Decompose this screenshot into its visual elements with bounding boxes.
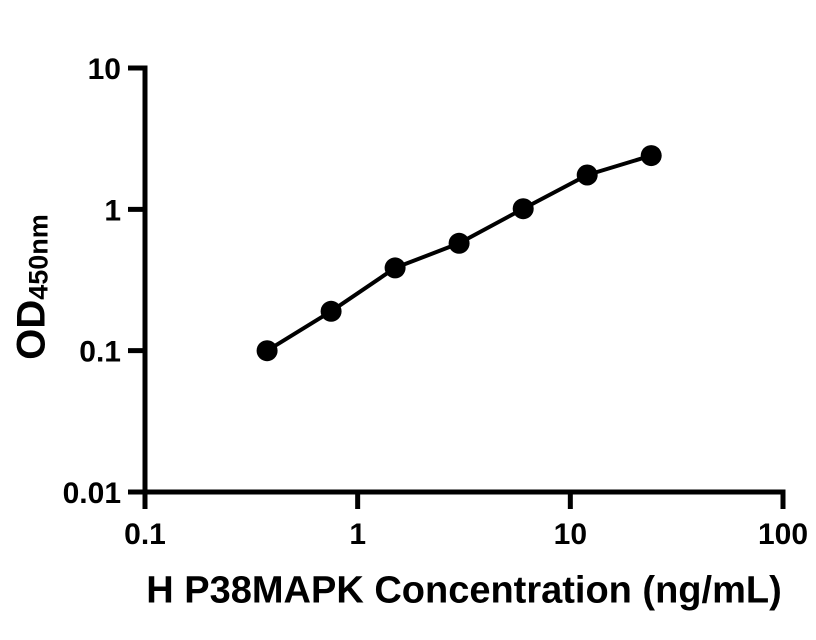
- data-point-marker: [576, 164, 598, 186]
- x-axis-tick-label: 1: [349, 518, 366, 551]
- data-point-marker: [320, 300, 342, 322]
- data-point-marker: [256, 340, 278, 362]
- x-axis-tick-label: 100: [758, 518, 808, 551]
- y-axis-title-subscript: 450nm: [23, 214, 54, 300]
- y-axis-tick-label: 0.01: [63, 477, 121, 510]
- x-axis-title: H P38MAPK Concentration (ng/mL): [146, 569, 782, 612]
- y-axis-title: OD 450nm: [10, 214, 55, 360]
- y-axis-title-main: OD: [9, 299, 54, 360]
- data-point-marker: [640, 145, 662, 167]
- x-axis-tick-label: 10: [554, 518, 587, 551]
- y-axis-tick-label: 0.1: [79, 336, 121, 369]
- data-point-marker: [448, 232, 470, 254]
- x-axis-tick-label: 0.1: [124, 518, 166, 551]
- data-point-marker: [384, 257, 406, 279]
- data-point-marker: [512, 198, 534, 220]
- y-axis-tick-label: 1: [104, 194, 121, 227]
- y-axis-tick-label: 10: [88, 53, 121, 86]
